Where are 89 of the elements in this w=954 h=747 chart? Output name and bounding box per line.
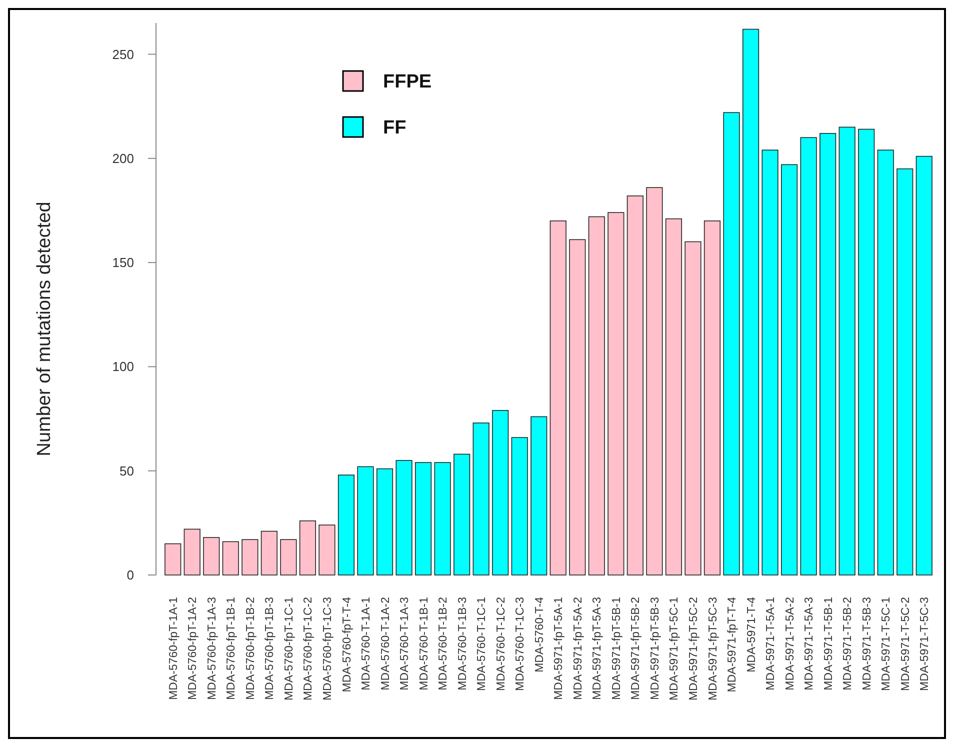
bar — [434, 462, 451, 576]
bar — [338, 474, 355, 576]
x-tick-label: MDA-5760-fpT-1B-1 — [226, 597, 238, 700]
x-tick-label: MDA-5971-T-5C-1 — [880, 597, 893, 691]
x-tick-label: MDA-5971-fpT-5A-3 — [592, 597, 604, 700]
x-tick-label: MDA-5971-T-5C-3 — [919, 597, 932, 691]
x-tick-label: MDA-5971-T-5B-2 — [842, 597, 854, 690]
x-tick-label: MDA-5760-fpT-1A-1 — [168, 597, 180, 700]
bar — [800, 137, 817, 576]
x-tick-label: MDA-5971-fpT-5A-2 — [572, 597, 584, 700]
bar — [608, 212, 624, 576]
y-tick-label: 150 — [112, 255, 134, 270]
x-tick-label: MDA-5760-T-1B-3 — [456, 597, 469, 690]
bar — [184, 528, 200, 576]
x-tick-label: MDA-5971-fpT-T-4 — [726, 596, 739, 692]
x-tick-label: MDA-5971-fpT-5C-3 — [707, 597, 720, 701]
x-tick-label: MDA-5760-fpT-1C-1 — [283, 597, 296, 701]
x-tick-label: MDA-5760-fpT-1A-2 — [187, 597, 200, 700]
bar — [877, 150, 894, 576]
x-tick-label: MDA-5971-T-5B-1 — [822, 597, 835, 690]
bar — [588, 216, 605, 576]
x-tick-label: MDA-5971-fpT-5B-3 — [649, 597, 662, 700]
bar — [530, 416, 548, 576]
bar — [858, 128, 875, 576]
bar — [222, 541, 239, 576]
legend-label: FF — [383, 118, 406, 139]
bar — [242, 539, 258, 576]
x-tick-label: MDA-5760-T-1B-1 — [418, 597, 430, 690]
y-tick-label: 250 — [112, 46, 134, 62]
x-tick-label: MDA-5760-fpT-1B-3 — [264, 597, 276, 700]
x-tick-label: MDA-5971-T-5A-2 — [784, 597, 796, 690]
bar — [299, 520, 316, 576]
x-tick-label: MDA-5971-fpT-5C-2 — [688, 597, 700, 701]
x-tick-label: MDA-5971-T-5A-1 — [765, 597, 778, 690]
bar — [357, 466, 374, 576]
bar — [376, 468, 394, 576]
bar — [550, 220, 566, 576]
x-tick-label: MDA-5760-T-4 — [534, 596, 546, 672]
bar — [472, 422, 490, 576]
bar — [665, 218, 682, 576]
y-tick-label: 200 — [112, 150, 134, 166]
x-tick-label: MDA-5760-T-1A-1 — [360, 597, 373, 690]
bar — [164, 543, 182, 576]
bar — [511, 437, 528, 576]
bar — [414, 462, 432, 576]
bar — [260, 530, 278, 576]
bar — [684, 241, 702, 576]
bar — [704, 220, 721, 576]
bar — [916, 156, 932, 576]
bar — [762, 150, 778, 576]
bar — [280, 539, 297, 576]
x-tick-label: MDA-5760-fpT-1C-3 — [322, 597, 334, 701]
y-axis-title: Number of mutations detected — [34, 202, 55, 456]
y-tick-label: 50 — [120, 463, 134, 478]
x-tick-label: MDA-5971-fpT-5B-2 — [630, 597, 642, 700]
bar — [838, 126, 856, 576]
x-tick-label: MDA-5971-fpT-5C-1 — [668, 597, 681, 701]
y-tick-label: 0 — [126, 568, 134, 583]
bar — [780, 164, 798, 576]
bar — [820, 133, 836, 576]
bar — [396, 460, 412, 576]
bar — [569, 239, 586, 576]
x-tick-label: MDA-5760-T-1A-2 — [380, 597, 392, 690]
y-tick-label: 100 — [112, 359, 134, 374]
x-tick-label: MDA-5760-fpT-1B-2 — [244, 597, 257, 700]
x-tick-label: MDA-5760-T-1C-2 — [495, 597, 508, 691]
bar — [896, 168, 914, 576]
x-tick-label: MDA-5971-T-4 — [746, 596, 758, 672]
x-tick-label: MDA-5760-fpT-1A-3 — [206, 597, 218, 700]
bar — [626, 195, 644, 576]
legend-label: FFPE — [383, 72, 432, 93]
bar — [454, 454, 470, 576]
bar — [742, 28, 760, 576]
x-tick-label: MDA-5760-T-1A-3 — [399, 597, 412, 690]
x-tick-label: MDA-5760-T-1C-3 — [514, 597, 527, 691]
x-tick-label: MDA-5971-T-5A-3 — [804, 597, 816, 690]
x-tick-label: MDA-5760-T-1B-2 — [438, 597, 450, 690]
x-tick-label: MDA-5971-T-5B-3 — [861, 597, 874, 690]
bar — [646, 187, 663, 576]
bar — [203, 537, 220, 576]
x-tick-label: MDA-5971-T-5C-2 — [900, 597, 912, 691]
x-tick-label: MDA-5760-fpT-T-4 — [341, 596, 354, 692]
x-tick-label: MDA-5760-T-1C-1 — [476, 597, 488, 691]
x-tick-label: MDA-5971-fpT-5A-1 — [553, 597, 566, 700]
x-tick-label: MDA-5760-fpT-1C-2 — [302, 597, 315, 701]
bar — [723, 112, 740, 576]
bar — [492, 410, 509, 576]
bar — [318, 524, 336, 576]
x-tick-label: MDA-5971-fpT-5B-1 — [610, 597, 623, 700]
